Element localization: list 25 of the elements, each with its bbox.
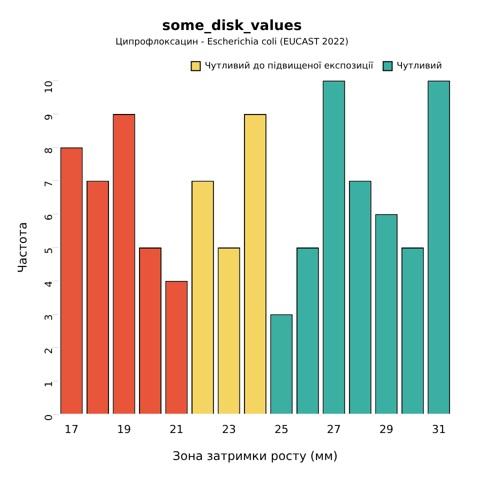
y-tick-label: 10: [44, 80, 55, 94]
y-tick-label: 8: [44, 147, 55, 154]
x-tick-label: 23: [222, 422, 236, 436]
y-tick-label: 3: [44, 314, 55, 321]
legend-label: Чутливий до підвищеної експозиції: [204, 61, 374, 72]
y-tick-label: 6: [44, 214, 55, 220]
y-tick-label: 9: [44, 114, 55, 120]
y-axis-title: Частота: [15, 222, 30, 273]
y-tick-label: 4: [44, 280, 55, 288]
y-tick-label: 0: [44, 414, 55, 421]
x-axis-title: Зона затримки росту (мм): [172, 448, 338, 463]
x-tick-label: 17: [64, 422, 79, 436]
x-tick-label: 19: [117, 422, 131, 436]
x-tick-label: 27: [326, 422, 341, 436]
y-tick-label: 2: [44, 348, 55, 354]
x-tick-label: 29: [379, 422, 394, 436]
chart-title: some_disk_values: [162, 18, 302, 34]
y-tick-label: 5: [44, 248, 55, 254]
x-tick-label: 31: [432, 422, 446, 436]
y-tick-label: 1: [44, 381, 55, 388]
chart-subtitle: Ципрофлоксацин - Escherichia coli (EUCAST 2022): [116, 38, 348, 48]
legend-label: Чутливий: [396, 61, 442, 72]
x-tick-label: 25: [274, 422, 288, 436]
x-tick-label: 21: [169, 422, 184, 436]
y-tick-label: 7: [44, 180, 55, 188]
